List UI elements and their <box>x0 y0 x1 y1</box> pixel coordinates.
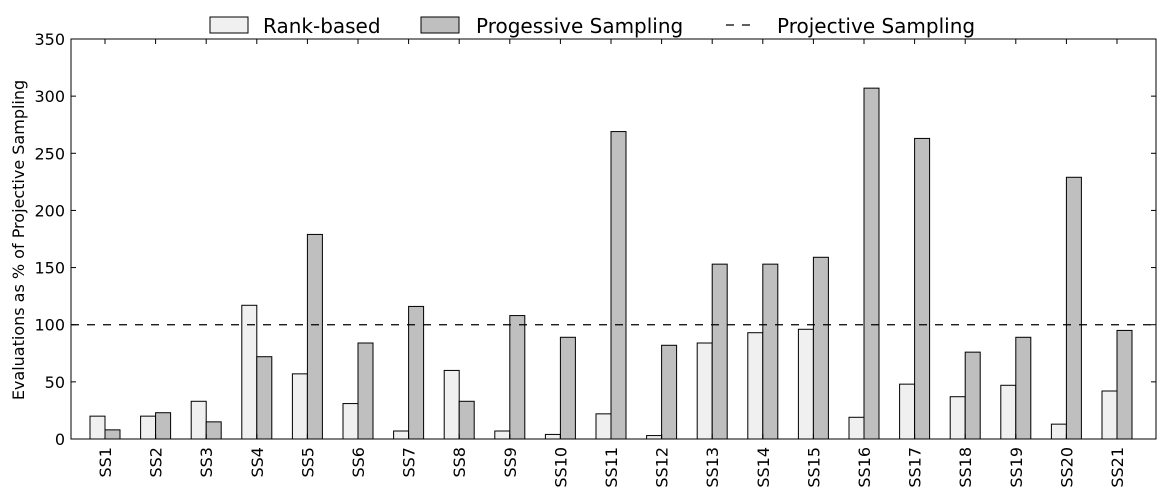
bar-progressive-sampling <box>408 305 425 440</box>
bar-progressive-sampling <box>762 263 779 440</box>
bar-progressive-sampling <box>104 429 121 440</box>
bar-progressive-sampling <box>812 256 829 440</box>
bar-progressive-sampling <box>155 412 172 440</box>
x-tick-label: SS1 <box>96 447 115 478</box>
bar-rank-based <box>899 383 916 440</box>
bar-progressive-sampling <box>205 421 222 440</box>
bar-rank-based <box>747 332 764 440</box>
y-tick-label: 0 <box>55 430 65 449</box>
plot-frame <box>70 38 1157 440</box>
x-tick-label: SS12 <box>653 447 672 488</box>
bar-rank-based <box>494 430 511 440</box>
y-tick-label: 150 <box>34 259 65 278</box>
bar-progressive-sampling <box>306 233 323 440</box>
x-tick-label: SS15 <box>804 447 823 488</box>
bar-progressive-sampling <box>661 344 678 440</box>
legend-label-rank-based: Rank-based <box>263 14 381 38</box>
bar-progressive-sampling <box>964 351 981 440</box>
bar-progressive-sampling <box>1116 329 1133 440</box>
x-tick-label: SS18 <box>956 447 975 488</box>
x-tick-label: SS4 <box>248 447 267 478</box>
x-tick-label: SS13 <box>703 447 722 488</box>
x-tick-label: SS8 <box>450 447 469 478</box>
bar-rank-based <box>848 416 865 440</box>
y-tick-label: 100 <box>34 316 65 335</box>
x-tick-label: SS5 <box>298 447 317 478</box>
bar-rank-based <box>89 415 106 440</box>
bar-progressive-sampling <box>357 342 374 440</box>
bar-progressive-sampling <box>863 87 880 440</box>
bar-rank-based <box>443 369 460 440</box>
y-tick-label: 200 <box>34 201 65 220</box>
x-tick-label: SS21 <box>1108 447 1127 488</box>
legend-label-projective-sampling: Projective Sampling <box>777 14 975 38</box>
x-tick-label: SS10 <box>551 447 570 488</box>
x-tick-label: SS7 <box>400 447 419 478</box>
x-tick-label: SS3 <box>197 447 216 478</box>
y-tick-label: 350 <box>34 30 65 49</box>
bar-progressive-sampling <box>1065 176 1082 440</box>
bar-progressive-sampling <box>458 400 475 440</box>
x-tick-label: SS19 <box>1007 447 1026 488</box>
bar-progressive-sampling <box>610 131 627 440</box>
bar-progressive-sampling <box>559 336 576 440</box>
x-tick-label: SS16 <box>855 447 874 488</box>
x-tick-label: SS20 <box>1057 447 1076 488</box>
legend: Rank-based Progessive Sampling Projectiv… <box>209 14 975 38</box>
bar-rank-based <box>1000 384 1017 440</box>
bar-rank-based <box>393 430 410 440</box>
x-tick-label: SS17 <box>906 447 925 488</box>
bar-rank-based <box>140 415 157 440</box>
x-tick-label: SS14 <box>754 447 773 488</box>
y-tick-label: 300 <box>34 87 65 106</box>
legend-swatch-rank-based <box>209 16 249 34</box>
bar-progressive-sampling <box>256 356 273 440</box>
bar-rank-based <box>291 373 308 440</box>
bar-rank-based <box>797 328 814 440</box>
bar-rank-based <box>595 413 612 440</box>
bar-rank-based <box>696 342 713 440</box>
bar-progressive-sampling <box>1015 336 1032 440</box>
bar-progressive-sampling <box>914 137 931 440</box>
bar-rank-based <box>1101 390 1118 440</box>
bar-progressive-sampling <box>711 263 728 440</box>
x-tick-label: SS9 <box>501 447 520 478</box>
y-tick-label: 250 <box>34 144 65 163</box>
bar-rank-based <box>1050 423 1067 440</box>
plot-area: 0 50 100 150 200 250 300 350 SS1 SS2 SS3 SS4 SS5 SS6 S… <box>34 30 1156 488</box>
legend-label-progressive-sampling: Progessive Sampling <box>476 14 683 38</box>
x-tick-label: SS11 <box>602 447 621 488</box>
bar-progressive-sampling <box>509 315 526 440</box>
y-axis-title: Evaluations as % of Projective Sampling <box>9 80 28 400</box>
bar-rank-based <box>544 433 561 440</box>
y-tick-label: 50 <box>45 373 65 392</box>
legend-swatch-progressive-sampling <box>420 16 460 34</box>
bar-rank-based <box>949 396 966 440</box>
bar-rank-based <box>646 435 663 440</box>
x-tick-label: SS2 <box>147 447 166 478</box>
x-tick-label: SS6 <box>349 447 368 478</box>
bar-rank-based <box>342 403 359 440</box>
bar-rank-based <box>190 400 207 440</box>
